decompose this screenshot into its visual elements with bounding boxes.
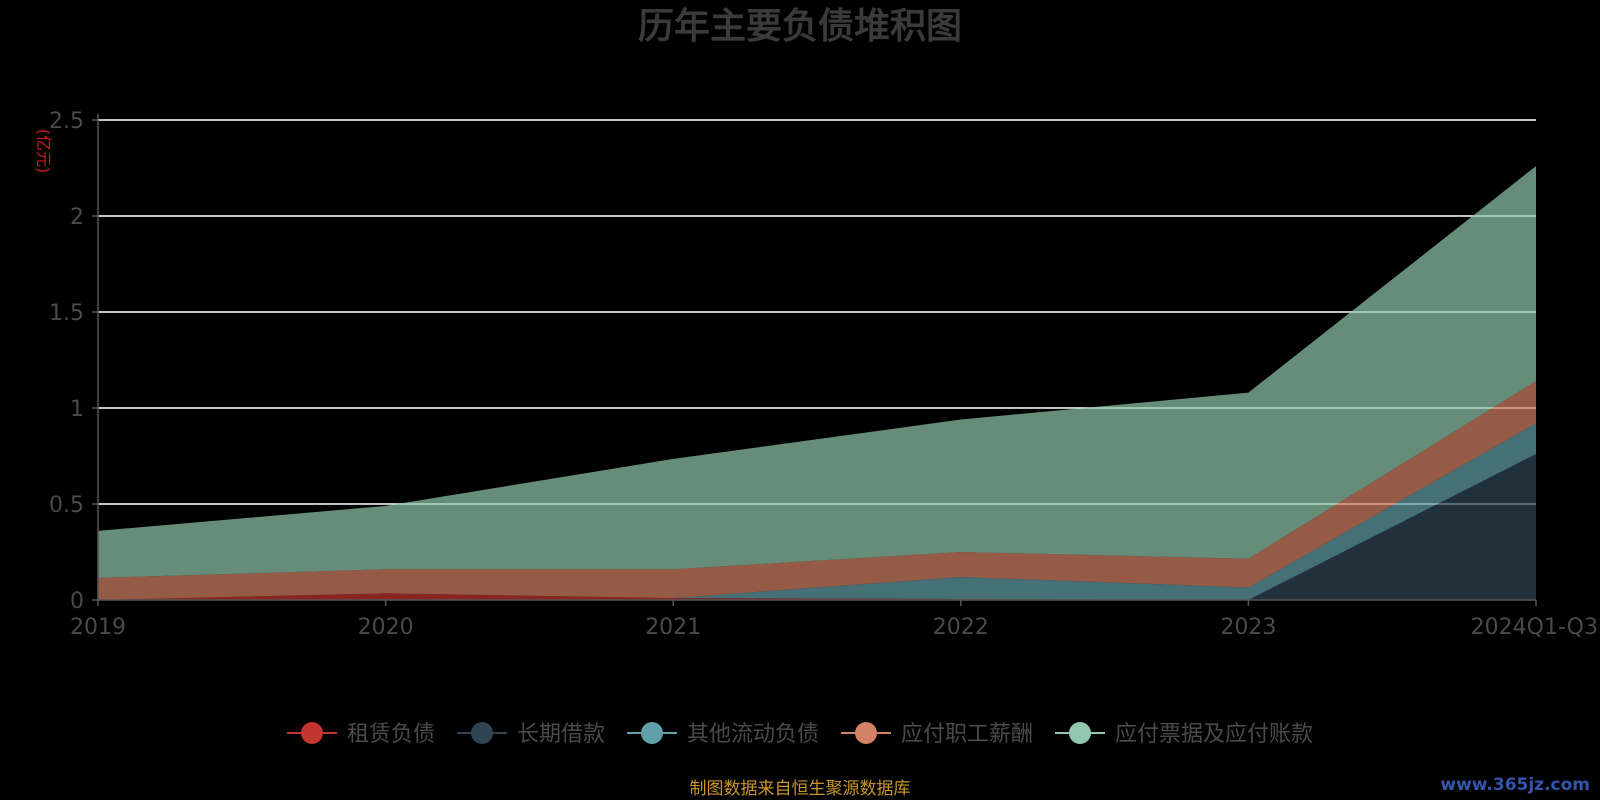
legend-item-1[interactable]: 租赁负债: [286, 722, 435, 747]
y-tick-label: 2.5: [49, 109, 84, 134]
area-4: [98, 381, 1536, 600]
legend-label: 长期借款: [517, 722, 605, 747]
legend-marker: [300, 722, 323, 744]
x-tick-label: 2023: [1220, 615, 1276, 640]
y-tick-label: 2: [70, 205, 84, 230]
x-tick-label: 2019: [70, 615, 126, 640]
source-note: 制图数据来自恒生聚源数据库: [690, 779, 911, 799]
axes: 0 0.5 1 1.5 2 2.5 2019 2020 2021 2022 2023 2024Q1-Q…: [49, 109, 1598, 640]
legend-marker: [854, 722, 877, 744]
watermark: www.365jz.com: [1440, 775, 1590, 795]
area-2: [98, 454, 1536, 600]
legend-item-4[interactable]: 应付职工薪酬: [840, 722, 1033, 747]
legend-label: 应付职工薪酬: [901, 722, 1033, 747]
x-tick-label: 2024Q1-Q3: [1471, 615, 1598, 640]
legend-item-5[interactable]: 应付票据及应付账款: [1055, 722, 1313, 747]
legend-label: 租赁负债: [347, 722, 435, 747]
x-tick-label: 2021: [645, 615, 701, 640]
area-5: [98, 166, 1536, 578]
x-tick-label: 2020: [358, 615, 414, 640]
legend[interactable]: 租赁负债 长期借款 其他流动负债 应付职工薪酬 应付票据及应付账款: [286, 722, 1313, 747]
legend-label: 其他流动负债: [687, 722, 819, 747]
legend-marker: [1069, 722, 1092, 744]
y-axis-unit: (亿元): [34, 129, 53, 174]
y-tick-label: 1: [70, 397, 84, 422]
area-1: [98, 593, 1536, 600]
legend-item-3[interactable]: 其他流动负债: [626, 722, 819, 747]
y-tick-label: 1.5: [49, 301, 84, 326]
y-tick-label: 0: [70, 589, 84, 614]
y-tick-label: 0.5: [49, 493, 84, 518]
chart-title: 历年主要负债堆积图: [638, 6, 962, 47]
area-series: [98, 166, 1536, 600]
legend-label: 应付票据及应付账款: [1115, 722, 1313, 747]
legend-marker: [640, 722, 663, 744]
legend-marker: [470, 722, 493, 744]
x-tick-label: 2022: [933, 615, 989, 640]
legend-item-2[interactable]: 长期借款: [456, 722, 605, 747]
